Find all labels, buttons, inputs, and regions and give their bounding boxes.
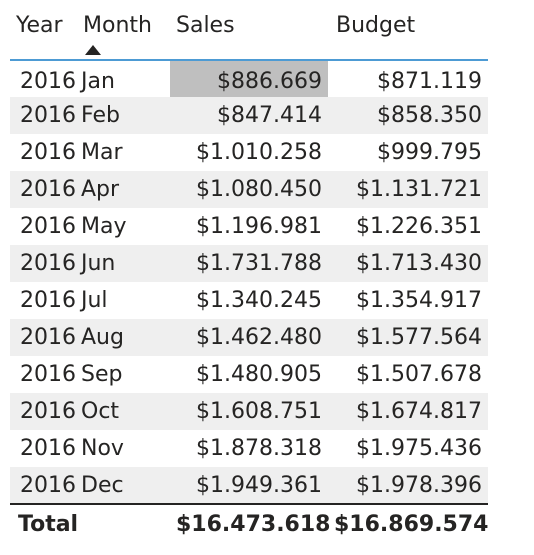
- cell-month[interactable]: Dec: [77, 467, 170, 504]
- column-header-sales[interactable]: Sales: [170, 0, 328, 61]
- table-visual: Year Month Sales Budget 2016 Jan $886.669 $…: [10, 0, 488, 544]
- cell-budget[interactable]: $1.131.721: [328, 171, 488, 208]
- table-row: 2016 Jan $886.669 $871.119: [10, 60, 488, 97]
- cell-sales[interactable]: $1.731.788: [170, 245, 328, 282]
- table-body: 2016 Jan $886.669 $871.119 2016 Feb $847.414 $8…: [10, 60, 488, 504]
- sort-ascending-icon: [85, 45, 101, 55]
- cell-month[interactable]: Mar: [81, 140, 123, 165]
- cell-budget[interactable]: $1.354.917: [356, 288, 482, 313]
- cell-sales[interactable]: $1.949.361: [170, 467, 328, 504]
- cell-budget[interactable]: $871.119: [377, 68, 482, 94]
- cell-budget[interactable]: $858.350: [328, 97, 488, 134]
- table-row: 2016 Oct $1.608.751 $1.674.817: [10, 393, 488, 430]
- cell-month[interactable]: Feb: [77, 97, 170, 134]
- table-row: 2016 Dec $1.949.361 $1.978.396: [10, 467, 488, 504]
- cell-month[interactable]: Sep: [81, 362, 123, 387]
- cell-month[interactable]: Oct: [77, 393, 170, 430]
- column-header-month-wrap: Month: [83, 13, 152, 55]
- cell-budget[interactable]: $1.713.430: [328, 245, 488, 282]
- cell-budget[interactable]: $1.674.817: [328, 393, 488, 430]
- total-label: Total: [10, 503, 170, 544]
- table-row: 2016 Jun $1.731.788 $1.713.430: [10, 245, 488, 282]
- cell-year[interactable]: 2016: [10, 467, 77, 504]
- cell-sales[interactable]: $1.010.258: [196, 140, 322, 165]
- cell-budget[interactable]: $1.978.396: [328, 467, 488, 504]
- column-header-year-label: Year: [16, 13, 63, 38]
- cell-sales[interactable]: $1.480.905: [196, 362, 322, 387]
- cell-year[interactable]: 2016: [20, 436, 76, 461]
- table-row: 2016 Feb $847.414 $858.350: [10, 97, 488, 134]
- cell-budget[interactable]: $1.226.351: [356, 214, 482, 239]
- cell-month[interactable]: Apr: [77, 171, 170, 208]
- cell-budget[interactable]: $999.795: [377, 140, 482, 165]
- cell-sales[interactable]: $1.608.751: [170, 393, 328, 430]
- table-row: 2016 Nov $1.878.318 $1.975.436: [10, 430, 488, 467]
- cell-budget[interactable]: $1.507.678: [356, 362, 482, 387]
- column-header-sales-label: Sales: [176, 13, 235, 38]
- cell-sales[interactable]: $1.080.450: [170, 171, 328, 208]
- cell-budget[interactable]: $1.577.564: [328, 319, 488, 356]
- cell-month[interactable]: May: [81, 214, 127, 239]
- cell-year[interactable]: 2016: [10, 319, 77, 356]
- cell-year[interactable]: 2016: [10, 171, 77, 208]
- column-header-month[interactable]: Month: [77, 0, 170, 61]
- table-row: 2016 Apr $1.080.450 $1.131.721: [10, 171, 488, 208]
- cell-year[interactable]: 2016: [20, 214, 76, 239]
- cell-year[interactable]: 2016: [10, 245, 77, 282]
- cell-year[interactable]: 2016: [20, 68, 76, 94]
- total-sales[interactable]: $16.473.618: [170, 503, 330, 544]
- total-row: Total $16.473.618 $16.869.574: [10, 503, 488, 544]
- cell-sales[interactable]: $1.878.318: [196, 436, 322, 461]
- cell-sales[interactable]: $1.340.245: [196, 288, 322, 313]
- cell-month[interactable]: Jan: [81, 68, 115, 94]
- cell-sales[interactable]: $1.462.480: [170, 319, 328, 356]
- cell-year[interactable]: 2016: [10, 393, 77, 430]
- cell-year[interactable]: 2016: [10, 97, 77, 134]
- column-header-budget-label: Budget: [336, 13, 416, 38]
- column-header-budget[interactable]: Budget: [328, 0, 488, 61]
- data-table: Year Month Sales Budget 2016 Jan $886.669 $…: [10, 0, 488, 544]
- table-row: 2016 Jul $1.340.245 $1.354.917: [10, 282, 488, 319]
- cell-month[interactable]: Aug: [77, 319, 170, 356]
- cell-month[interactable]: Jul: [81, 288, 108, 313]
- cell-budget[interactable]: $1.975.436: [356, 436, 482, 461]
- cell-month[interactable]: Nov: [81, 436, 124, 461]
- cell-month[interactable]: Jun: [77, 245, 170, 282]
- column-header-year[interactable]: Year: [10, 0, 77, 61]
- cell-year[interactable]: 2016: [20, 362, 76, 387]
- cell-sales[interactable]: $886.669: [170, 60, 328, 97]
- cell-sales[interactable]: $1.196.981: [196, 214, 322, 239]
- cell-year[interactable]: 2016: [20, 140, 76, 165]
- column-header-month-label: Month: [83, 13, 152, 38]
- cell-year[interactable]: 2016: [20, 288, 76, 313]
- total-budget[interactable]: $16.869.574: [328, 503, 488, 544]
- table-row: 2016 Mar $1.010.258 $999.795: [10, 134, 488, 171]
- table-row: 2016 Aug $1.462.480 $1.577.564: [10, 319, 488, 356]
- cell-sales[interactable]: $847.414: [170, 97, 328, 134]
- header-row: Year Month Sales Budget: [10, 0, 488, 61]
- table-row: 2016 Sep $1.480.905 $1.507.678: [10, 356, 488, 393]
- table-row: 2016 May $1.196.981 $1.226.351: [10, 208, 488, 245]
